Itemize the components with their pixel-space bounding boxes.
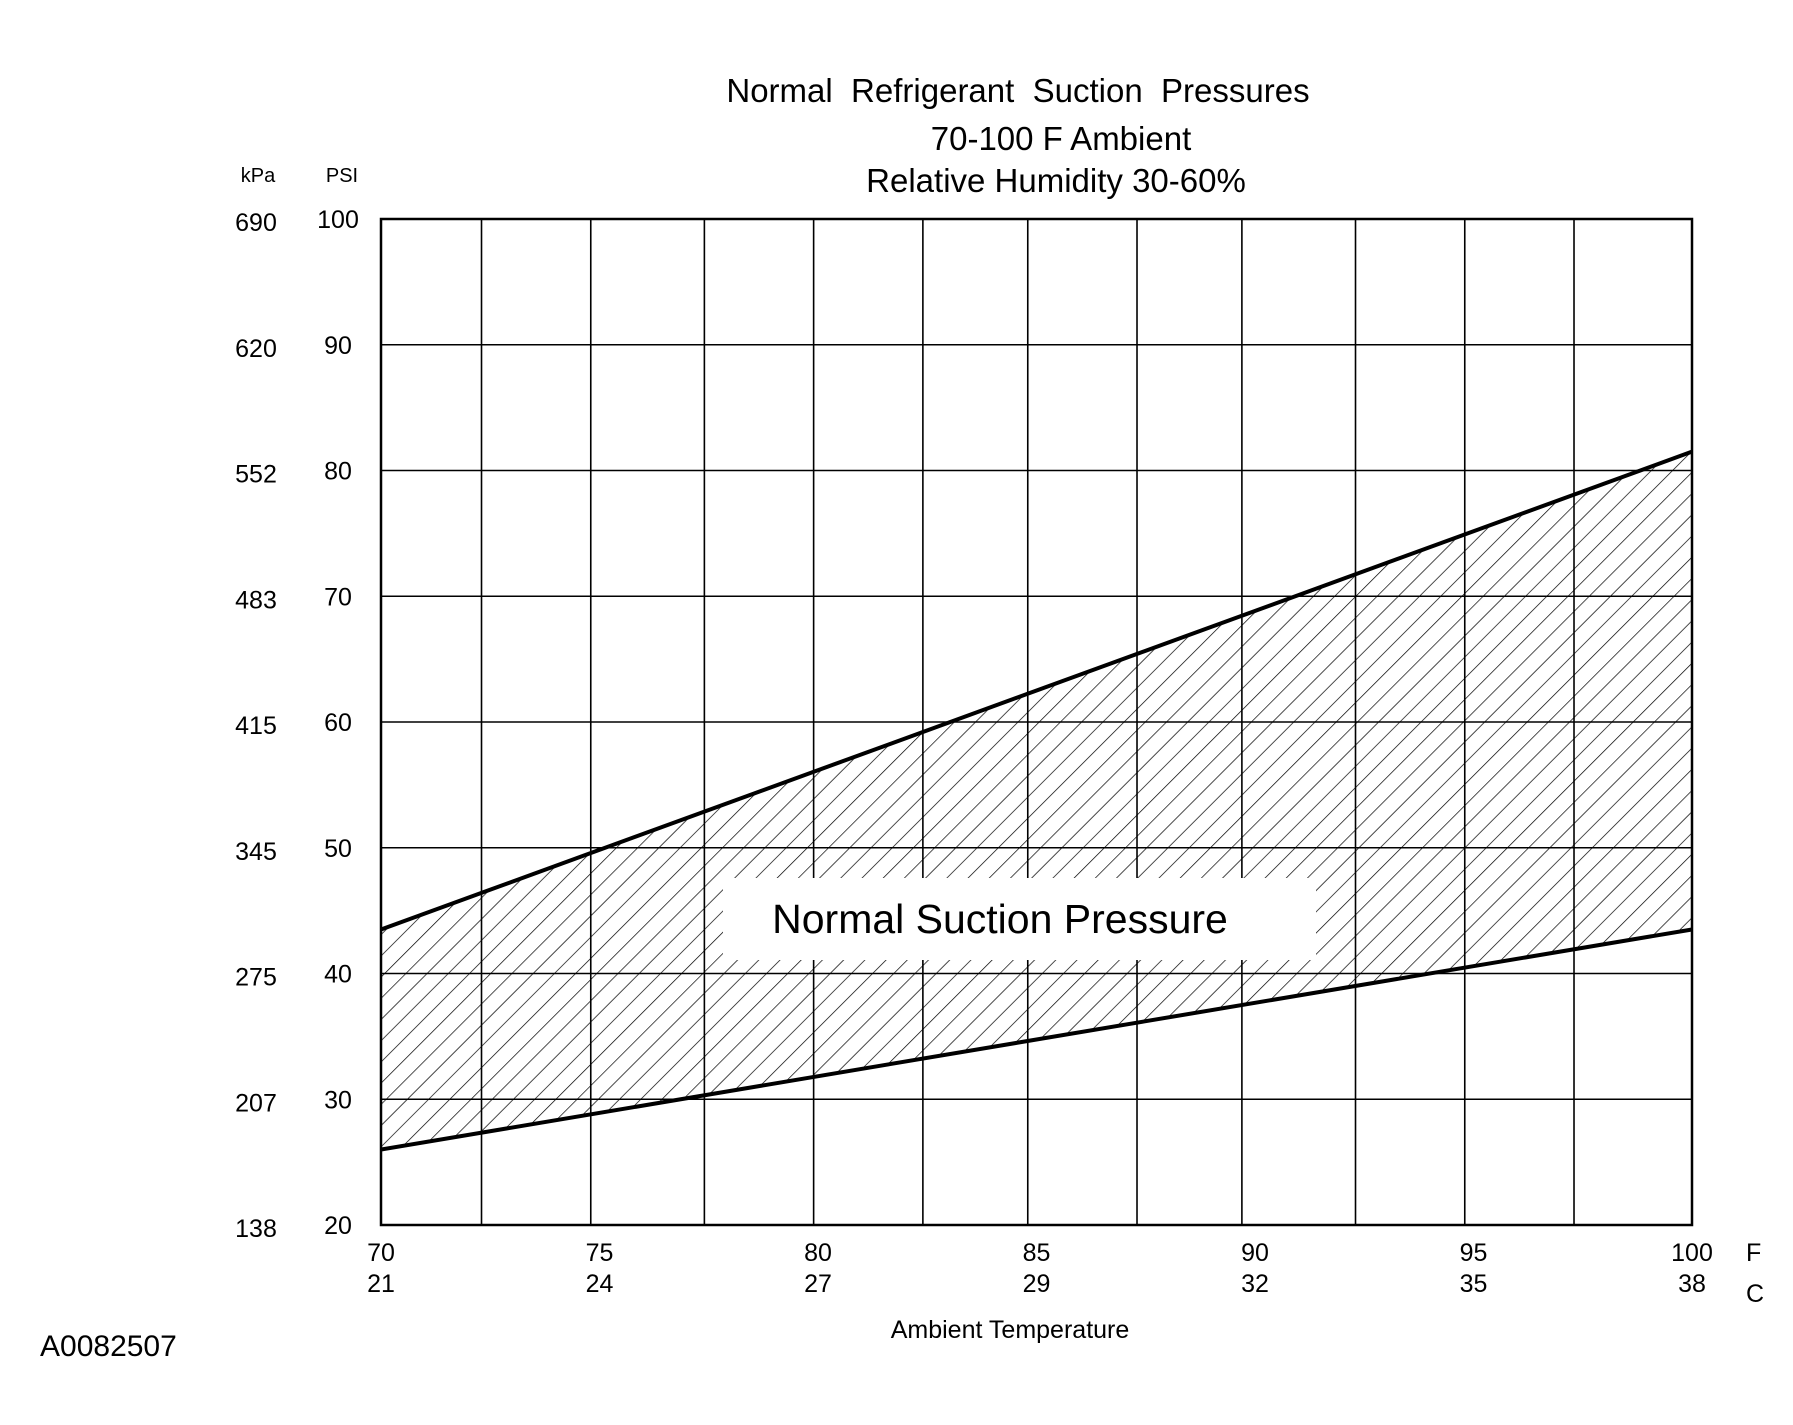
x-unit-f: F — [1746, 1239, 1761, 1267]
x-tick-label-c: 29 — [1023, 1270, 1051, 1298]
x-tick-label-f: 70 — [367, 1239, 395, 1267]
y-unit-kpa: kPa — [241, 165, 276, 187]
lower-bound-line — [380, 927, 1693, 1152]
y-axis-ticks: 100 690 90 620 80 552 70 483 60 415 50 345 40 275 30 20… — [235, 206, 359, 1243]
x-tick-label-c: 35 — [1460, 1270, 1488, 1298]
y-tick-label-kpa: 552 — [235, 461, 277, 489]
x-tick-label-f: 80 — [804, 1239, 832, 1267]
y-tick-label-psi: 80 — [324, 458, 352, 486]
y-tick-label-psi: 60 — [324, 709, 352, 737]
y-tick-label-psi: 50 — [324, 835, 352, 863]
x-unit-c: C — [1746, 1280, 1764, 1308]
y-tick-label-psi: 40 — [324, 961, 352, 989]
y-tick-label-kpa: 207 — [235, 1089, 277, 1117]
y-tick-label-psi: 90 — [324, 332, 352, 360]
y-tick-label-kpa: 483 — [235, 586, 277, 614]
band-label-backdrop — [723, 878, 1316, 960]
y-tick-label-psi: 100 — [317, 206, 359, 234]
band-label: Normal Suction Pressure — [772, 896, 1228, 942]
plot-frame — [379, 217, 1694, 1227]
y-tick-label-psi: 30 — [324, 1086, 352, 1114]
y-unit-psi: PSI — [326, 165, 358, 187]
x-tick-label-f: 90 — [1241, 1239, 1269, 1267]
x-tick-label-f: 85 — [1023, 1239, 1051, 1267]
y-tick-label-psi: 70 — [324, 583, 352, 611]
chart-title: Normal Refrigerant Suction Pressures — [726, 72, 1309, 109]
series-lines — [380, 449, 1693, 1152]
x-tick-label-f: 75 — [586, 1239, 614, 1267]
y-tick-label-kpa: 415 — [235, 712, 277, 740]
x-tick-label-c: 38 — [1678, 1270, 1706, 1298]
y-tick-label-kpa: 690 — [235, 209, 277, 237]
x-tick-label-c: 32 — [1241, 1270, 1269, 1298]
x-tick-label-c: 24 — [586, 1270, 614, 1298]
figure-id: A0082507 — [40, 1330, 177, 1363]
y-tick-label-kpa: 138 — [235, 1215, 277, 1243]
x-tick-label-f: 100 — [1671, 1239, 1713, 1267]
x-tick-label-c: 27 — [804, 1270, 832, 1298]
x-axis-title: Ambient Temperature — [891, 1316, 1130, 1344]
y-tick-label-psi: 20 — [324, 1212, 352, 1240]
x-tick-label-f: 95 — [1460, 1239, 1488, 1267]
y-tick-label-kpa: 620 — [235, 335, 277, 363]
x-axis-ticks: 70 21 75 24 80 27 85 29 90 32 95 35 100 38 — [367, 1239, 1713, 1298]
grid — [381, 219, 1692, 1225]
y-tick-label-kpa: 275 — [235, 964, 277, 992]
y-tick-label-kpa: 345 — [235, 838, 277, 866]
chart-subtitle-2: Relative Humidity 30-60% — [866, 162, 1246, 199]
chart-subtitle-1: 70-100 F Ambient — [931, 120, 1192, 157]
x-tick-label-c: 21 — [367, 1270, 395, 1298]
normal-pressure-band — [381, 451, 1692, 1150]
upper-bound-line — [380, 449, 1693, 932]
